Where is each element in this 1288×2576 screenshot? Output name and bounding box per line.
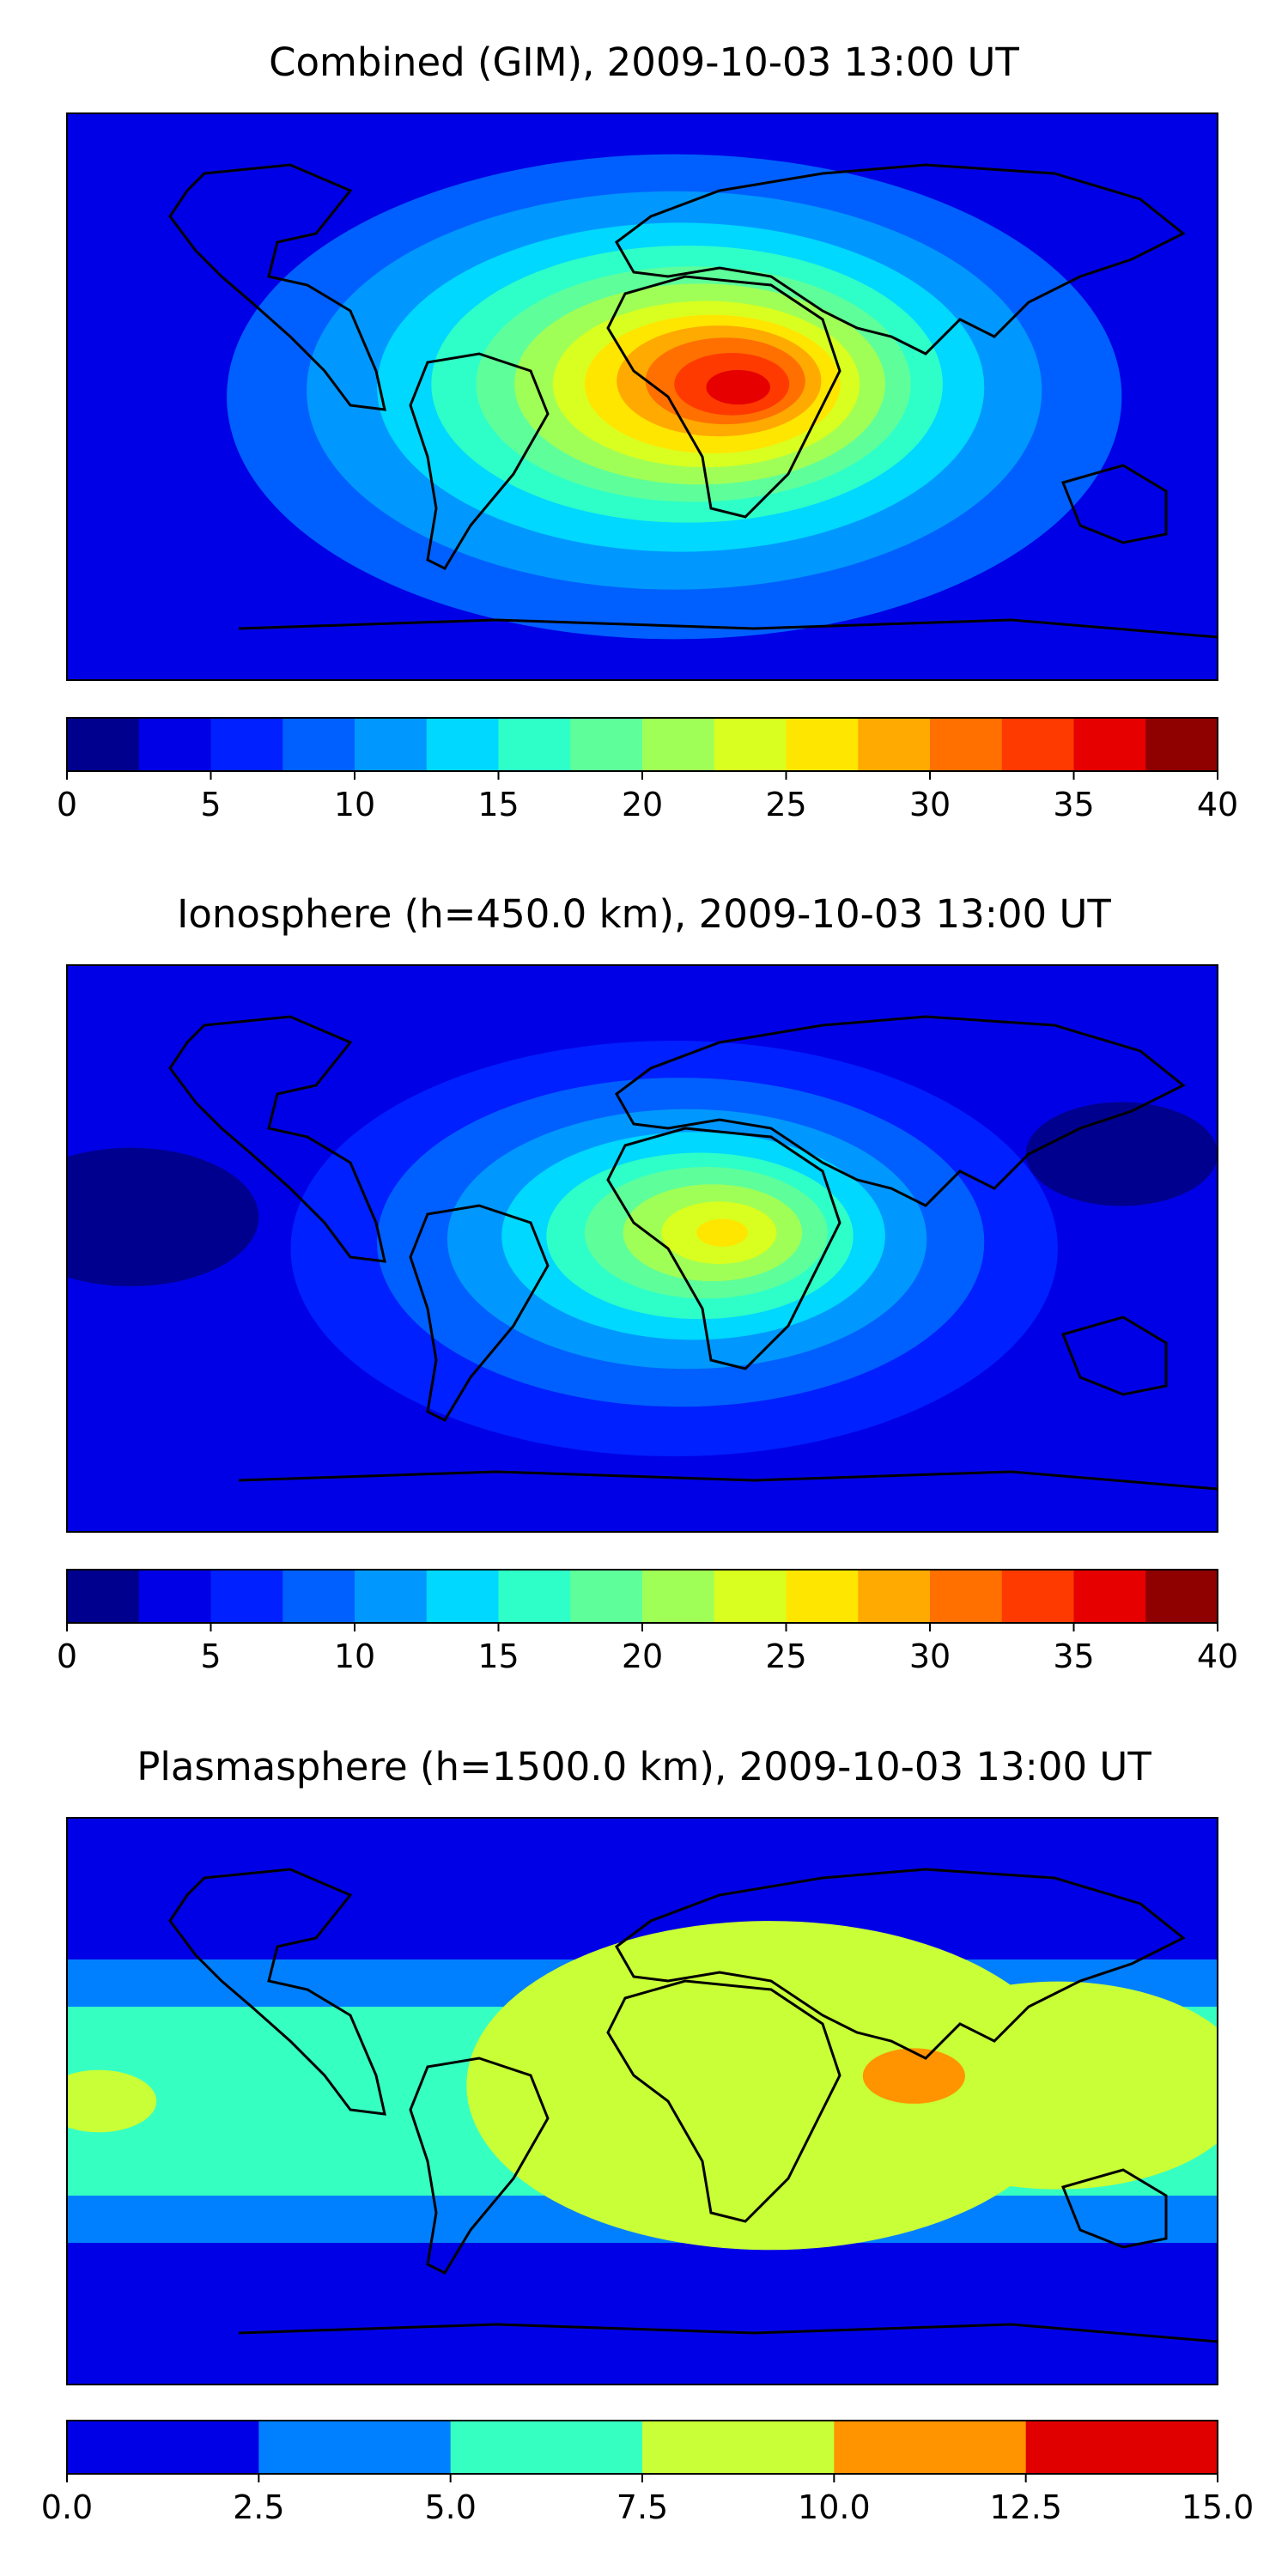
colorbar-swatch (834, 2421, 1027, 2474)
colorbar-swatch (355, 718, 428, 771)
colorbar-tick-label: 5 (200, 1637, 221, 1675)
colorbar-tick-label: 12.5 (989, 2488, 1062, 2526)
colorbar-swatch (1073, 1570, 1146, 1623)
contour-region (99, 567, 228, 636)
colorbar-tick-label: 0 (57, 786, 77, 823)
colorbar-tick-label: 0.0 (41, 2488, 93, 2526)
colorbar-tick-label: 15 (477, 1637, 519, 1675)
colorbar-swatch (1145, 1570, 1218, 1623)
colorbar-swatch (642, 718, 715, 771)
colorbar-tick-label: 5 (200, 786, 221, 823)
colorbar-tick-label: 35 (1053, 786, 1094, 823)
contour-region (862, 2048, 965, 2104)
colorbar-swatch (858, 1570, 931, 1623)
colorbar-swatch (642, 1570, 715, 1623)
colorbar-swatch (1025, 2421, 1218, 2474)
colorbar-tick-label: 40 (1197, 1637, 1238, 1675)
colorbar-swatch (930, 1570, 1003, 1623)
contour-region (67, 179, 211, 267)
colorbar-swatch (138, 718, 211, 771)
panel-2: Ionosphere (h=450.0 km), 2009-10-03 13:0… (57, 891, 1238, 1675)
contour-region (1025, 1102, 1218, 1206)
colorbar-tick-label: 5.0 (424, 2488, 476, 2526)
colorbar-swatch (498, 1570, 571, 1623)
colorbar-tick-label: 20 (622, 786, 663, 823)
colorbar-swatch (642, 2421, 835, 2474)
colorbar-swatch (570, 1570, 643, 1623)
colorbar-swatch (67, 718, 140, 771)
colorbar-tick-label: 25 (765, 786, 806, 823)
map (66, 1817, 1218, 2385)
colorbar-swatch (67, 1570, 140, 1623)
colorbar-swatch (858, 718, 931, 771)
colorbar-swatch (210, 1570, 283, 1623)
colorbar-swatch (714, 718, 787, 771)
colorbar-tick-label: 30 (909, 1637, 951, 1675)
colorbar-swatch (498, 718, 571, 771)
colorbar-tick-label: 10.0 (798, 2488, 871, 2526)
colorbar: 0 5 10 15 20 25 30 35 40 (57, 1569, 1238, 1675)
panel-title: Combined (GIM), 2009-10-03 13:00 UT (269, 39, 1019, 85)
colorbar-tick-label: 40 (1197, 786, 1238, 823)
colorbar: 0.0 2.5 5.0 7.5 10.0 12.5 15.0 (41, 2420, 1255, 2526)
colorbar-swatch (1145, 718, 1218, 771)
panel-1: Combined (GIM), 2009-10-03 13:00 UT 0 5 10 1… (57, 39, 1238, 823)
contour-region (67, 1147, 259, 1286)
contour-region (866, 1981, 1218, 2190)
colorbar-swatch (283, 1570, 355, 1623)
colorbar-swatch (930, 718, 1003, 771)
colorbar-swatch (1001, 1570, 1074, 1623)
colorbar-tick-label: 30 (909, 786, 951, 823)
colorbar-swatch (426, 1570, 499, 1623)
colorbar-tick-label: 0 (57, 1637, 77, 1675)
panel-title: Ionosphere (h=450.0 km), 2009-10-03 13:0… (177, 891, 1111, 937)
colorbar-tick-label: 15.0 (1182, 2488, 1255, 2526)
panel-title: Plasmasphere (h=1500.0 km), 2009-10-03 1… (137, 1744, 1151, 1789)
colorbar-swatch (258, 2421, 452, 2474)
map-frame (66, 964, 1218, 1533)
colorbar-tick-label: 20 (622, 1637, 663, 1675)
map (66, 112, 1218, 681)
colorbar-swatch (426, 718, 499, 771)
colorbar-swatch (1073, 718, 1146, 771)
colorbar-swatch (210, 718, 283, 771)
contour-region (706, 369, 770, 405)
colorbar-tick-label: 10 (334, 1637, 375, 1675)
colorbar-swatch (1001, 718, 1074, 771)
contour-region (696, 1218, 748, 1247)
map-frame (66, 1817, 1218, 2385)
contour-region (67, 2069, 157, 2133)
colorbar-swatch (570, 718, 643, 771)
colorbar-swatch (67, 2421, 259, 2474)
panel-3: Plasmasphere (h=1500.0 km), 2009-10-03 1… (41, 1744, 1255, 2526)
colorbar-tick-label: 10 (334, 786, 375, 823)
colorbar-tick-label: 15 (477, 786, 519, 823)
colorbar-swatch (138, 1570, 211, 1623)
colorbar-tick-label: 35 (1053, 1637, 1094, 1675)
colorbar-swatch (714, 1570, 787, 1623)
colorbar-tick-label: 25 (765, 1637, 806, 1675)
colorbar: 0 5 10 15 20 25 30 35 40 (57, 717, 1238, 823)
map (66, 964, 1218, 1533)
colorbar-tick-label: 7.5 (617, 2488, 668, 2526)
colorbar-swatch (786, 1570, 859, 1623)
colorbar-swatch (786, 718, 859, 771)
colorbar-swatch (355, 1570, 428, 1623)
colorbar-tick-label: 2.5 (233, 2488, 284, 2526)
colorbar-swatch (450, 2421, 643, 2474)
contour-region (466, 1921, 1074, 2251)
map-frame (66, 112, 1218, 681)
colorbar-swatch (283, 718, 355, 771)
